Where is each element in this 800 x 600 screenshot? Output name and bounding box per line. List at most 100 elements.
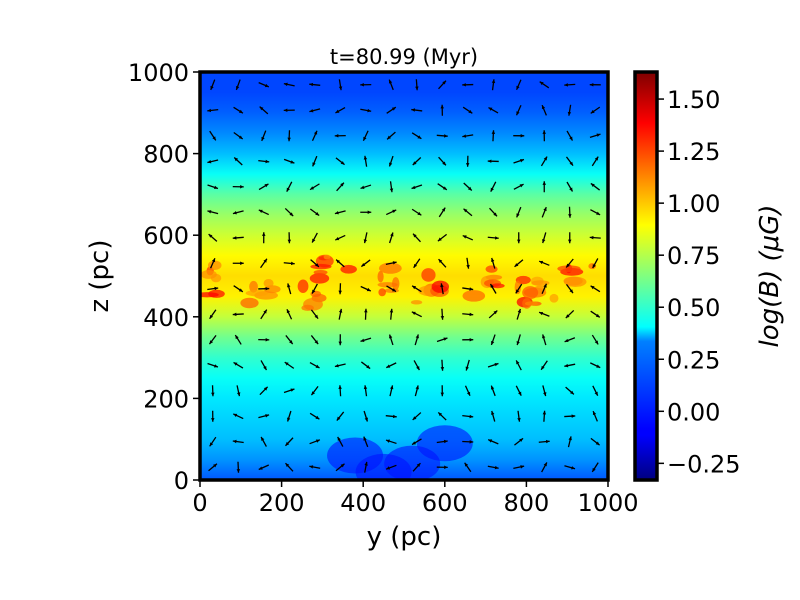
- field-arrow: [590, 437, 600, 446]
- field-arrow: [565, 309, 575, 319]
- field-arrow: [337, 436, 344, 447]
- x-tick-label: 400: [340, 489, 386, 517]
- field-arrow: [309, 183, 320, 191]
- field-arrow: [411, 285, 422, 293]
- x-tick-label: 1000: [577, 489, 638, 517]
- y-tick-label: 600: [143, 222, 189, 250]
- field-arrow: [462, 234, 474, 241]
- hotspot: [462, 290, 486, 302]
- y-axis: 0 200 400 600 800 1000: [128, 59, 200, 495]
- field-arrow: [364, 308, 368, 320]
- field-arrow: [233, 106, 244, 114]
- hotspot: [200, 292, 219, 298]
- field-arrow: [589, 82, 601, 87]
- field-arrow: [513, 134, 525, 138]
- field-arrow: [489, 207, 498, 217]
- field-arrow: [284, 437, 294, 447]
- y-tick-label: 800: [143, 141, 189, 169]
- field-arrow: [440, 308, 445, 320]
- field-arrow: [566, 130, 574, 141]
- field-arrow: [258, 82, 270, 88]
- field-arrow: [287, 232, 292, 244]
- field-arrow: [411, 184, 423, 190]
- field-arrow: [388, 155, 394, 167]
- field-arrow: [283, 261, 295, 266]
- field-arrow: [463, 208, 473, 217]
- hotspot: [549, 293, 559, 303]
- field-arrow: [415, 79, 419, 91]
- field-arrow: [211, 385, 215, 397]
- field-arrow: [592, 410, 598, 422]
- x-tick-label: 600: [422, 489, 468, 517]
- field-arrow: [258, 183, 269, 191]
- field-arrow: [466, 257, 470, 269]
- field-arrow: [465, 359, 470, 371]
- field-arrow: [385, 209, 397, 216]
- field-arrow: [564, 363, 576, 368]
- field-arrow: [233, 132, 244, 140]
- field-arrow: [338, 79, 343, 91]
- field-arrow: [464, 385, 471, 397]
- field-arrow: [309, 361, 320, 369]
- field-arrow: [385, 439, 397, 445]
- field-arrow: [491, 410, 496, 422]
- field-arrow: [487, 159, 499, 163]
- field-arrow: [335, 259, 345, 268]
- field-arrow: [515, 104, 522, 116]
- y-tick-label: 0: [174, 467, 189, 495]
- field-arrow: [437, 411, 447, 421]
- field-arrow: [235, 79, 241, 91]
- field-arrow: [309, 439, 321, 445]
- field-arrow: [311, 283, 318, 294]
- field-arrow: [336, 411, 345, 421]
- field-arrow: [258, 338, 270, 342]
- field-arrow: [360, 184, 372, 190]
- field-arrow: [260, 309, 268, 320]
- hotspot: [309, 273, 330, 284]
- x-tick-label: 200: [259, 489, 305, 517]
- field-arrow: [287, 283, 292, 295]
- field-arrow: [538, 439, 550, 444]
- field-arrow: [542, 181, 546, 193]
- low-field-patch: [416, 425, 473, 462]
- field-arrow: [388, 232, 394, 244]
- field-arrow: [207, 210, 219, 215]
- field-arrow: [514, 437, 524, 446]
- colorbar: [633, 70, 659, 482]
- hotspot: [245, 289, 269, 297]
- field-arrow: [564, 465, 576, 470]
- low-field-patch: [327, 437, 384, 474]
- field-arrow: [287, 130, 291, 142]
- field-arrow: [338, 334, 342, 346]
- field-arrow: [411, 438, 422, 446]
- field-arrow: [311, 130, 318, 142]
- field-arrow: [516, 308, 521, 320]
- field-arrow: [411, 108, 423, 112]
- field-arrow: [283, 158, 295, 164]
- hotspot: [240, 297, 259, 309]
- y-tick-label: 1000: [128, 59, 189, 87]
- field-arrow: [565, 258, 574, 268]
- field-arrow: [440, 385, 445, 397]
- field-arrow: [363, 436, 369, 448]
- field-arrow: [309, 108, 321, 113]
- field-arrow: [589, 235, 601, 240]
- field-arrow: [565, 386, 575, 395]
- field-arrow: [360, 83, 372, 87]
- field-arrow: [541, 206, 547, 218]
- field-arrow: [258, 286, 270, 291]
- field-arrow: [233, 361, 244, 369]
- field-arrow: [542, 130, 546, 142]
- hotspot: [301, 304, 314, 311]
- field-arrow: [414, 334, 419, 346]
- field-arrow: [440, 359, 445, 371]
- field-arrow: [363, 385, 368, 397]
- field-arrow: [462, 106, 473, 114]
- field-arrow: [538, 260, 550, 266]
- field-arrow: [310, 309, 319, 320]
- field-arrow: [513, 465, 525, 469]
- colorbar-tick-label: 0.75: [667, 242, 720, 270]
- field-arrow: [389, 181, 394, 193]
- field-arrow: [436, 465, 448, 470]
- field-arrow: [338, 283, 342, 295]
